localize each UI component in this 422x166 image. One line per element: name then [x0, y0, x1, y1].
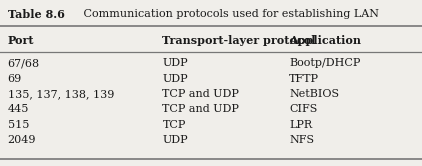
Text: 2049: 2049	[8, 135, 36, 145]
Text: UDP: UDP	[162, 58, 188, 68]
Text: 515: 515	[8, 120, 29, 130]
Text: TCP and UDP: TCP and UDP	[162, 89, 239, 99]
Text: UDP: UDP	[162, 135, 188, 145]
Text: Port: Port	[8, 35, 34, 46]
Text: TCP and UDP: TCP and UDP	[162, 104, 239, 114]
Text: NetBIOS: NetBIOS	[289, 89, 339, 99]
Text: Table 8.6: Table 8.6	[8, 9, 65, 20]
Text: Application: Application	[289, 35, 361, 46]
Text: CIFS: CIFS	[289, 104, 317, 114]
Text: TCP: TCP	[162, 120, 186, 130]
Text: LPR: LPR	[289, 120, 312, 130]
Text: 445: 445	[8, 104, 29, 114]
Text: Transport-layer protocol: Transport-layer protocol	[162, 35, 316, 46]
Text: 69: 69	[8, 74, 22, 83]
Text: NFS: NFS	[289, 135, 314, 145]
Text: 135, 137, 138, 139: 135, 137, 138, 139	[8, 89, 114, 99]
Text: TFTP: TFTP	[289, 74, 319, 83]
Text: Communication protocols used for establishing LAN: Communication protocols used for establi…	[73, 9, 379, 19]
Text: UDP: UDP	[162, 74, 188, 83]
Text: 67/68: 67/68	[8, 58, 40, 68]
Text: Bootp/DHCP: Bootp/DHCP	[289, 58, 360, 68]
